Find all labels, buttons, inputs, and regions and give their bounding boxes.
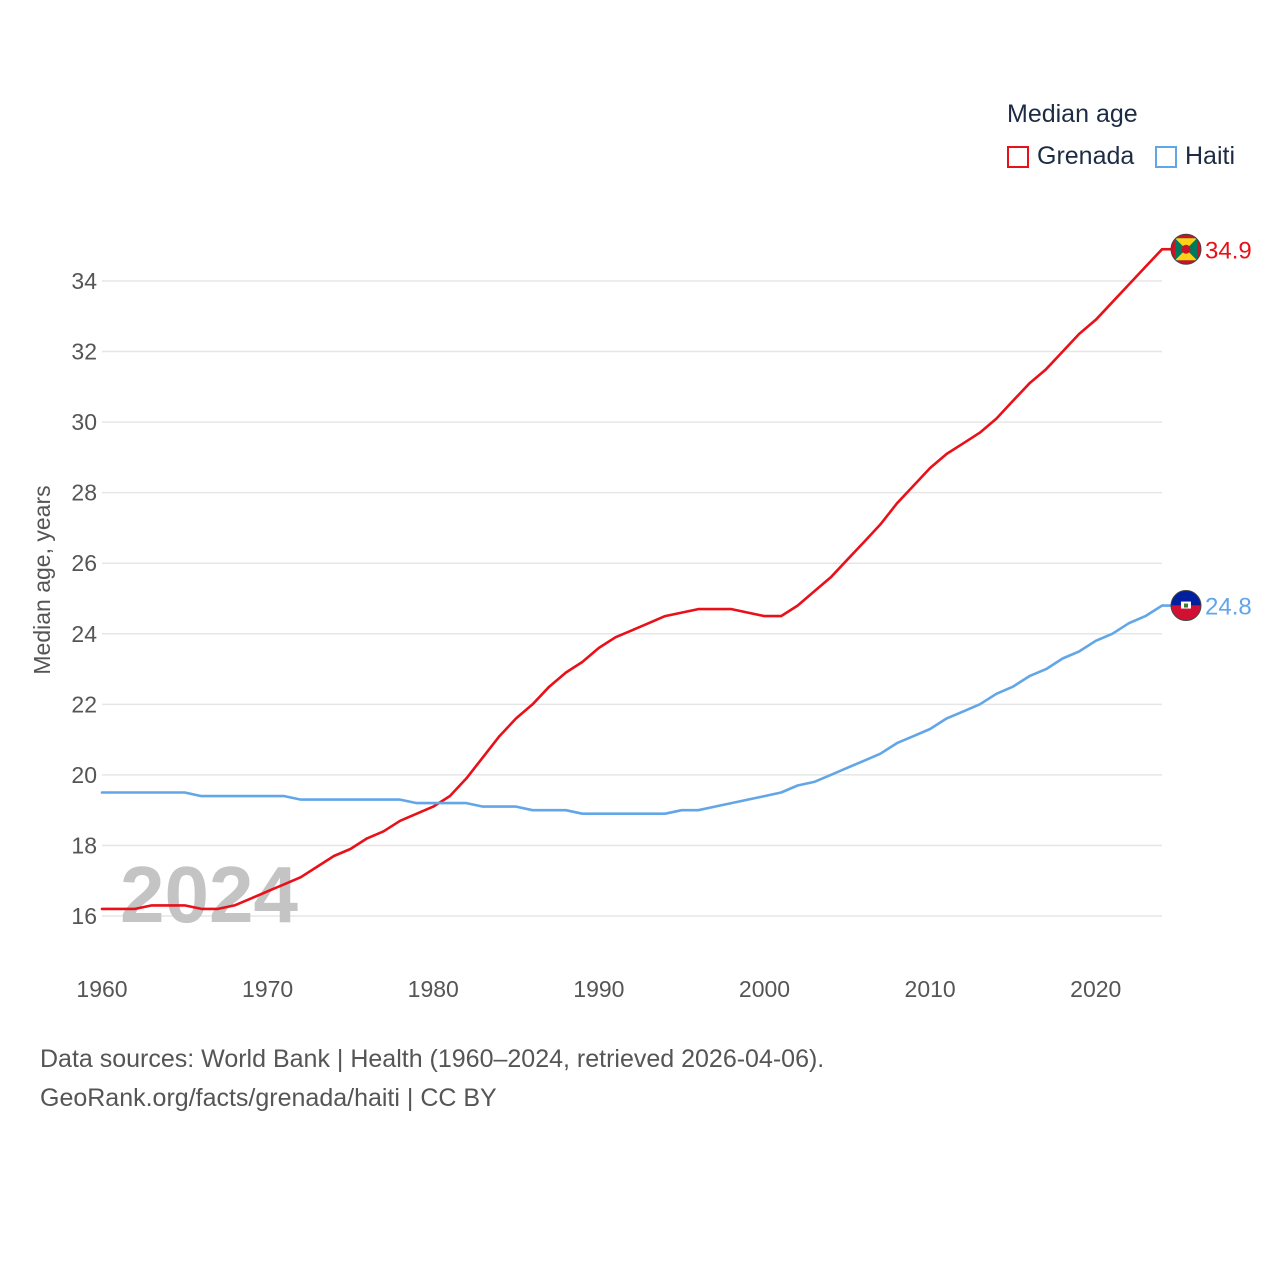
y-tick-label: 18 [71, 832, 97, 858]
legend-label-grenada: Grenada [1037, 142, 1135, 170]
x-tick-label: 1990 [573, 976, 624, 1002]
y-tick-label: 34 [71, 268, 97, 294]
y-tick-label: 28 [71, 480, 97, 506]
x-axis-ticks: 1960 1970 1980 1990 2000 2010 2020 [76, 976, 1121, 1002]
y-axis-title: Median age, years [29, 485, 55, 674]
end-label-grenada: 34.9 [1205, 237, 1252, 264]
grenada-flag-icon [1170, 233, 1202, 265]
series-line-haiti[interactable] [100, 604, 1164, 816]
legend-title: Median age [1007, 100, 1138, 128]
x-tick-label: 1980 [408, 976, 459, 1002]
x-tick-label: 1960 [76, 976, 127, 1002]
y-tick-label: 24 [71, 621, 97, 647]
y-tick-label: 32 [71, 339, 97, 365]
y-tick-label: 16 [71, 903, 97, 929]
legend-item-grenada[interactable]: Grenada [1007, 142, 1134, 171]
legend-label-haiti: Haiti [1185, 142, 1236, 170]
grid-lines [102, 280, 1162, 917]
end-label-haiti: 24.8 [1205, 594, 1252, 621]
y-axis-ticks: 16 18 20 22 24 26 28 30 32 34 [71, 268, 97, 929]
x-tick-label: 2020 [1070, 976, 1121, 1002]
y-tick-label: 26 [71, 550, 97, 576]
source-link[interactable]: GeoRank.org/facts/grenada/haiti | CC BY [40, 1084, 497, 1112]
year-overlay: 2024 [120, 850, 298, 939]
x-tick-label: 2000 [739, 976, 790, 1002]
y-tick-label: 30 [71, 409, 97, 435]
y-tick-label: 22 [71, 691, 97, 717]
series-line-grenada[interactable] [100, 248, 1164, 911]
x-tick-label: 1970 [242, 976, 293, 1002]
series-end-markers: 34.9 24.8 [1162, 233, 1252, 622]
haiti-flag-icon [1170, 590, 1202, 622]
legend-swatch-haiti [1155, 145, 1177, 168]
legend-swatch-grenada [1007, 145, 1029, 168]
legend-item-haiti[interactable]: Haiti [1155, 142, 1235, 171]
x-tick-label: 2010 [905, 976, 956, 1002]
source-note: Data sources: World Bank | Health (1960–… [40, 1045, 825, 1073]
y-tick-label: 20 [71, 762, 97, 788]
series-lines [100, 248, 1164, 911]
